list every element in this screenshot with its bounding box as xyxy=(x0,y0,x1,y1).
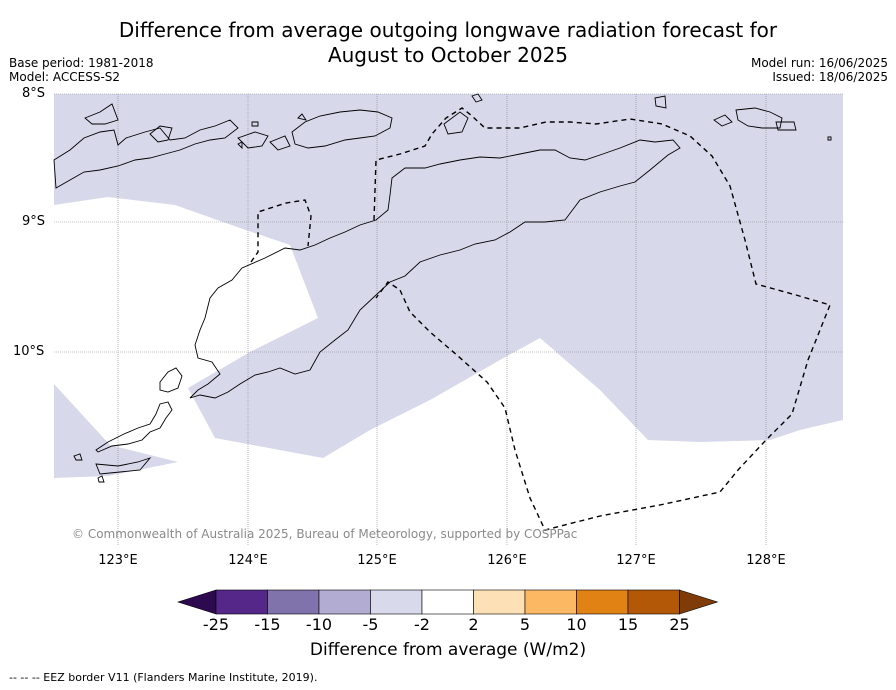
colorbar-tick-labels: -25 -15 -10 -5 -2 2 5 10 15 25 xyxy=(203,615,690,634)
coastlines xyxy=(53,93,832,483)
anomaly-shading-sw xyxy=(54,384,178,478)
graticule xyxy=(54,93,843,545)
colorbar-swatch xyxy=(318,589,371,615)
colorbar-label: Difference from average (W/m2) xyxy=(309,640,587,660)
eez-footnote: -- -- -- EEZ border V11 (Flanders Marine… xyxy=(9,671,318,684)
colorbar: -25 -15 -10 -5 -2 2 5 10 15 25 xyxy=(177,589,719,634)
model-run-text: Model run: 16/06/2025 xyxy=(750,56,888,70)
map-panel: © Commonwealth of Australia 2025, Bureau… xyxy=(53,93,843,545)
colorbar-swatch xyxy=(215,589,268,615)
colorbar-tick-label: -10 xyxy=(306,615,332,634)
base-period-text: Base period: 1981-2018 xyxy=(9,56,154,70)
map-title: Difference from average outgoing longwav… xyxy=(0,18,896,68)
colorbar-tick-label: 15 xyxy=(618,615,638,634)
lon-label-128e: 128°E xyxy=(746,553,786,568)
colorbar-tick-label: 5 xyxy=(520,615,530,634)
lat-label-8s: 8°S xyxy=(22,86,46,101)
lon-label-125e: 125°E xyxy=(357,553,397,568)
colorbar-tick-label: -5 xyxy=(363,615,379,634)
lon-label-127e: 127°E xyxy=(616,553,656,568)
colorbar-swatch xyxy=(421,589,474,615)
colorbar-tick-label: -25 xyxy=(203,615,229,634)
lon-label-124e: 124°E xyxy=(228,553,268,568)
meta-right: Model run: 16/06/2025 Issued: 18/06/2025 xyxy=(751,56,888,84)
meta-left: Base period: 1981-2018 Model: ACCESS-S2 xyxy=(9,56,154,84)
colorbar-tick-label: 25 xyxy=(669,615,689,634)
title-line-1: Difference from average outgoing longwav… xyxy=(118,18,778,42)
colorbar-swatch xyxy=(627,589,680,615)
colorbar-swatch xyxy=(267,589,320,615)
anomaly-shading xyxy=(54,94,843,458)
title-line-2: August to October 2025 xyxy=(327,43,569,67)
colorbar-swatch xyxy=(473,589,526,615)
issued-text: Issued: 18/06/2025 xyxy=(772,70,888,84)
lat-label-9s: 9°S xyxy=(22,214,46,229)
colorbar-swatch xyxy=(370,589,423,615)
colorbar-tick-label: -15 xyxy=(254,615,280,634)
eez-borders xyxy=(250,107,831,531)
lat-label-10s: 10°S xyxy=(13,344,45,359)
colorbar-swatch xyxy=(524,589,577,615)
colorbar-tick-label: -2 xyxy=(414,615,430,634)
colorbar-tick-label: 2 xyxy=(468,615,478,634)
colorbar-swatch xyxy=(576,589,629,615)
lon-label-123e: 123°E xyxy=(98,553,138,568)
model-text: Model: ACCESS-S2 xyxy=(9,70,121,84)
colorbar-extend-high xyxy=(679,589,719,615)
colorbar-extend-low xyxy=(177,589,217,615)
colorbar-swatches xyxy=(177,589,719,615)
lon-label-126e: 126°E xyxy=(487,553,527,568)
colorbar-tick-label: 10 xyxy=(566,615,586,634)
copyright-text: © Commonwealth of Australia 2025, Bureau… xyxy=(72,527,577,541)
